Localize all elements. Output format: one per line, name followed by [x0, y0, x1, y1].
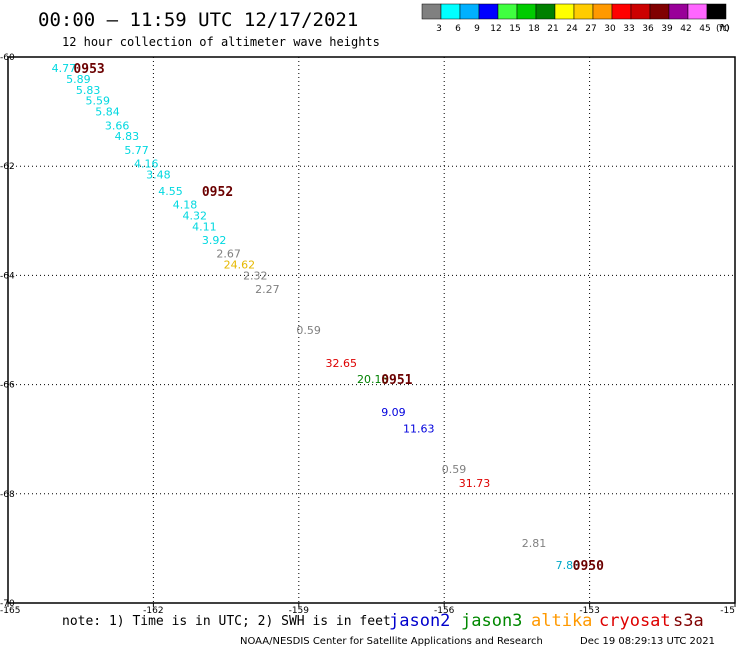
wave-height-label: 4.55 [158, 185, 183, 198]
latitude-axis: -60 -62 -64 -66 -68 -70 [0, 53, 15, 609]
time-label: 0952 [202, 185, 233, 200]
legend-label: 33 [623, 24, 634, 34]
wave-height-label: 7.83 [556, 559, 581, 572]
x-tick-label: -159 [289, 606, 310, 616]
x-tick-label: -153 [579, 606, 599, 616]
legend-label: 21 [547, 24, 558, 34]
wave-height-label: 31.73 [459, 477, 491, 490]
y-tick-label: -68 [0, 490, 15, 500]
wave-height-label: 5.83 [76, 84, 101, 97]
legend-label: 3 [436, 24, 442, 34]
wave-height-label: 0.59 [296, 324, 321, 337]
legend-swatch [687, 3, 708, 20]
footer-credit: NOAA/NESDIS Center for Satellite Applica… [240, 636, 543, 647]
wave-height-label: 3.48 [146, 168, 171, 181]
longitude-axis: -165 -162 -159 -156 -153 -15 [0, 603, 736, 616]
satellite-jason2: jason2 [389, 611, 450, 631]
wave-height-label: 2.32 [243, 269, 268, 282]
map-frame [7, 56, 736, 604]
wave-height-label: 4.16 [134, 157, 159, 170]
footer-timestamp: Dec 19 08:29:13 UTC 2021 [580, 636, 715, 647]
satellite-cryosat: cryosat [599, 611, 671, 631]
legend-label: 6 [455, 24, 461, 34]
time-label: 0951 [381, 373, 412, 388]
satellite-altika: altika [531, 611, 592, 631]
legend-swatch [668, 3, 689, 20]
legend-swatch [421, 3, 442, 20]
legend-swatch [497, 3, 518, 20]
legend-label: 30 [604, 24, 616, 34]
wave-height-label: 4.18 [173, 198, 198, 211]
legend-swatch [630, 3, 651, 20]
legend-label: 15 [509, 24, 520, 34]
x-tick-label: -15 [720, 606, 735, 616]
wave-height-label: 2.81 [522, 537, 547, 550]
wave-height-label: 32.65 [325, 357, 357, 370]
wave-height-label: 3.66 [105, 119, 130, 132]
legend-swatch [554, 3, 575, 20]
legend-swatch [706, 3, 727, 20]
x-tick-label: -165 [0, 606, 20, 616]
x-tick-label: -156 [434, 606, 455, 616]
wave-height-label: 20.15 [357, 373, 389, 386]
wave-height-observations: 4.775.895.835.595.843.664.835.774.163.48… [52, 62, 581, 572]
time-labels: 0953 0952 0951 0950 [73, 62, 604, 574]
y-tick-label: -64 [0, 271, 15, 281]
wave-height-label: 9.09 [381, 406, 406, 419]
legend-label: 39 [661, 24, 673, 34]
units-note: note: 1) Time is in UTC; 2) SWH is in fe… [62, 614, 391, 629]
legend-swatch [516, 3, 537, 20]
legend-swatch [611, 3, 632, 20]
wave-height-label: 24.62 [224, 258, 256, 271]
y-tick-label: -60 [0, 53, 15, 63]
legend-swatch [649, 3, 670, 20]
x-tick-label: -162 [143, 606, 163, 616]
legend-swatch [592, 3, 613, 20]
legend-swatch [573, 3, 594, 20]
legend-unit: (ft) [716, 24, 730, 34]
legend-label: 70 [718, 24, 730, 34]
satellite-s3a: s3a [673, 611, 704, 631]
wave-height-label: 5.89 [66, 73, 91, 86]
legend-swatch [478, 3, 499, 20]
graticule [8, 57, 735, 603]
wave-height-label: 5.59 [86, 95, 111, 108]
wave-height-label: 4.83 [115, 130, 140, 143]
legend-label: 9 [474, 24, 480, 34]
wave-height-label: 4.77 [52, 62, 76, 75]
y-tick-label: -66 [0, 381, 15, 391]
wave-height-label: 5.84 [95, 106, 120, 119]
legend-label: 12 [490, 24, 501, 34]
map-title: 00:00 – 11:59 UTC 12/17/2021 [38, 9, 358, 31]
time-label: 0950 [573, 559, 604, 574]
wave-height-label: 3.92 [202, 234, 227, 247]
y-tick-label: -62 [0, 162, 15, 172]
time-label: 0953 [73, 62, 104, 77]
satellite-legend: jason2 jason3 altika cryosat s3a [389, 611, 704, 631]
legend-label: 18 [528, 24, 540, 34]
wave-height-label: 2.67 [216, 248, 241, 261]
satellite-jason3: jason3 [461, 611, 522, 631]
legend-label: 24 [566, 24, 578, 34]
wave-height-label: 11.63 [403, 422, 435, 435]
wave-height-label: 4.32 [182, 209, 207, 222]
legend-label: 45 [699, 24, 710, 34]
legend-swatch [535, 3, 556, 20]
y-tick-label: -70 [0, 599, 15, 609]
legend-label: 27 [585, 24, 596, 34]
legend-swatch [440, 3, 461, 20]
legend-label: 42 [680, 24, 691, 34]
wave-height-label: 4.11 [192, 220, 217, 233]
wave-height-label: 2.27 [255, 283, 280, 296]
color-scale-legend: 3 6 9 12 15 18 21 24 27 30 33 36 39 42 45 70(ft) [421, 3, 730, 34]
legend-label: 36 [642, 24, 654, 34]
wave-height-label: 5.77 [124, 144, 149, 157]
map-subtitle: 12 hour collection of altimeter wave hei… [62, 35, 380, 49]
legend-swatch [459, 3, 480, 20]
wave-height-label: 0.59 [442, 463, 467, 476]
